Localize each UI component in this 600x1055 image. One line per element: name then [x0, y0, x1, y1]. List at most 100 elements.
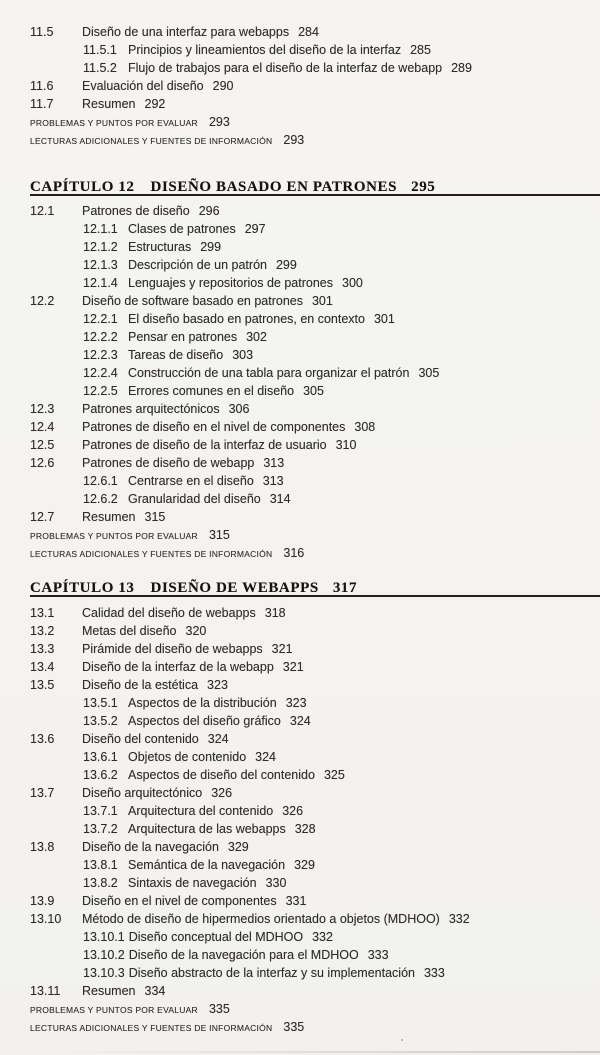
entry-title: Resumen [82, 510, 136, 524]
toc-entry: 13.8.2 Sintaxis de navegación 330 [0, 874, 600, 892]
entry-page-number: 313 [262, 474, 284, 488]
entry-title: Patrones de diseño de la interfaz de usu… [82, 438, 327, 452]
entry-page-number: 285 [410, 43, 431, 57]
entry-page-number: 321 [271, 642, 293, 656]
entry-page-number: 284 [298, 25, 319, 39]
entry-title: PROBLEMAS Y PUNTOS POR EVALUAR [30, 118, 198, 128]
entry-number: 13.7 [30, 786, 55, 800]
entry-page-number: 326 [282, 804, 304, 818]
entry-title: Patrones de diseño de webapp [82, 456, 255, 470]
entry-page-number: 320 [185, 624, 207, 638]
entry-title: Diseño arquitectónico [82, 786, 203, 800]
chapter-heading: CAPÍTULO 12 DISEÑO BASADO EN PATRONES 295 [30, 178, 600, 196]
entry-page-number: 314 [269, 492, 291, 506]
toc-entry: 12.1.3 Descripción de un patrón 299 [0, 256, 600, 274]
toc-entry: 12.6.1 Centrarse en el diseño 313 [0, 472, 600, 490]
entry-number: 12.1.3 [83, 258, 118, 272]
entry-page-number: 299 [200, 240, 222, 254]
entry-page-number: 321 [282, 660, 304, 674]
entry-number: 12.3 [30, 402, 55, 416]
entry-page-number: 334 [144, 984, 166, 998]
toc-entry: 13.8 Diseño de la navegación 329 [0, 838, 600, 856]
entry-page-number: 323 [207, 678, 228, 692]
entry-page-number: 335 [208, 1002, 230, 1016]
entry-page-number: 299 [275, 258, 297, 272]
chapter-page: 317 [332, 580, 358, 596]
entry-number: 13.11 [30, 984, 61, 998]
entry-number: 13.9 [30, 894, 55, 908]
entry-number: 13.3 [30, 642, 55, 656]
entry-title: Diseño de la interfaz de la webapp [82, 660, 274, 674]
entry-page-number: 292 [144, 97, 166, 111]
entry-number: 13.6 [30, 732, 55, 746]
toc-entry: 11.5.1 Principios y lineamientos del dise… [0, 41, 600, 59]
scan-edge-shadow [40, 1051, 600, 1053]
toc-backmatter-entry: LECTURAS ADICIONALES Y FUENTES DE INFORM… [0, 1018, 600, 1036]
entry-title: Aspectos del diseño gráfico [128, 714, 281, 728]
entry-title: Diseño de la navegación para el MDHOO [128, 948, 359, 962]
entry-number: 12.7 [30, 510, 55, 524]
toc-entry: 13.8.1 Semántica de la navegación 329 [0, 856, 600, 874]
toc-entry: 13.6 Diseño del contenido 324 [0, 730, 600, 748]
toc-entry: 13.6.2 Aspectos de diseño del contenido 32… [0, 766, 600, 784]
toc-entry-list: 12.1 Patrones de diseño 296 12.1.1 Clases de… [0, 202, 600, 562]
entry-page-number: 315 [208, 528, 230, 542]
entry-page-number: 303 [232, 348, 254, 362]
entry-title: Método de diseño de hipermedios orientad… [82, 912, 440, 926]
entry-number: 12.2 [30, 294, 55, 308]
entry-number: 12.6.2 [83, 492, 118, 506]
toc-entry: 13.5 Diseño de la estética 323 [0, 676, 600, 694]
toc-entry: 11.5 Diseño de una interfaz para webapps 2… [0, 23, 600, 41]
toc-entry: 11.6 Evaluación del diseño 290 [0, 77, 600, 95]
entry-page-number: 302 [246, 330, 267, 344]
toc-entry: 13.10 Método de diseño de hipermedios ori… [0, 910, 600, 928]
entry-title: Centrarse en el diseño [128, 474, 254, 488]
toc-entry: 13.5.1 Aspectos de la distribución 323 [0, 694, 600, 712]
entry-number: 12.2.3 [83, 348, 118, 362]
entry-title: Sintaxis de navegación [128, 876, 257, 890]
entry-title: Diseño de la navegación [82, 840, 219, 854]
entry-number: 13.8.1 [83, 858, 118, 872]
toc-entry: 13.1 Calidad del diseño de webapps 318 [0, 604, 600, 622]
entry-title: Errores comunes en el diseño [128, 384, 295, 398]
entry-number: 13.10.1 [83, 930, 125, 944]
entry-number: 13.4 [30, 660, 55, 674]
entry-title: Resumen [82, 984, 136, 998]
entry-page-number: 305 [303, 384, 324, 398]
entry-page-number: 324 [289, 714, 311, 728]
entry-number: 11.5 [30, 25, 54, 39]
toc-entry-list: 11.5 Diseño de una interfaz para webapps 2… [0, 23, 600, 149]
entry-number: 12.6 [30, 456, 55, 470]
toc-entry: 12.2.1 El diseño basado en patrones, en c… [0, 310, 600, 328]
entry-title: Patrones de diseño en el nivel de compon… [82, 420, 346, 434]
entry-number: 12.2.4 [83, 366, 118, 380]
toc-entry: 11.5.2 Flujo de trabajos para el diseño d… [0, 59, 600, 77]
toc-entry-list: 13.1 Calidad del diseño de webapps 318 13.2… [0, 604, 600, 1036]
entry-number: 13.5 [30, 678, 55, 692]
chapter-section: CAPÍTULO 12 DISEÑO BASADO EN PATRONES 295 1… [0, 178, 600, 562]
entry-title: Diseño abstracto de la interfaz y su imp… [128, 966, 415, 980]
toc-entry: 12.6 Patrones de diseño de webapp 313 [0, 454, 600, 472]
toc-entry: 12.1 Patrones de diseño 296 [0, 202, 600, 220]
entry-title: Clases de patrones [128, 222, 236, 236]
entry-page-number: 300 [342, 276, 363, 290]
toc-entry: 13.6.1 Objetos de contenido 324 [0, 748, 600, 766]
entry-title: Principios y lineamientos del diseño de … [128, 43, 402, 57]
toc-entry: 12.3 Patrones arquitectónicos 306 [0, 400, 600, 418]
entry-number: 13.6.1 [83, 750, 118, 764]
toc-entry: 13.7.1 Arquitectura del contenido 326 [0, 802, 600, 820]
entry-number: 12.2.5 [83, 384, 118, 398]
entry-number: 13.10.2 [83, 948, 125, 962]
toc-entry: 13.5.2 Aspectos del diseño gráfico 324 [0, 712, 600, 730]
entry-page-number: 324 [255, 750, 276, 764]
entry-page-number: 293 [208, 115, 230, 129]
entry-title: Semántica de la navegación [128, 858, 286, 872]
entry-title: Diseño de la estética [82, 678, 199, 692]
toc-entry: 13.7 Diseño arquitectónico 326 [0, 784, 600, 802]
entry-number: 12.1.4 [83, 276, 118, 290]
chapter-fragment: 11.5 Diseño de una interfaz para webapps 2… [0, 23, 600, 149]
toc-entry: 12.2 Diseño de software basado en patrone… [0, 292, 600, 310]
entry-number: 12.4 [30, 420, 55, 434]
entry-number: 13.8.2 [83, 876, 118, 890]
